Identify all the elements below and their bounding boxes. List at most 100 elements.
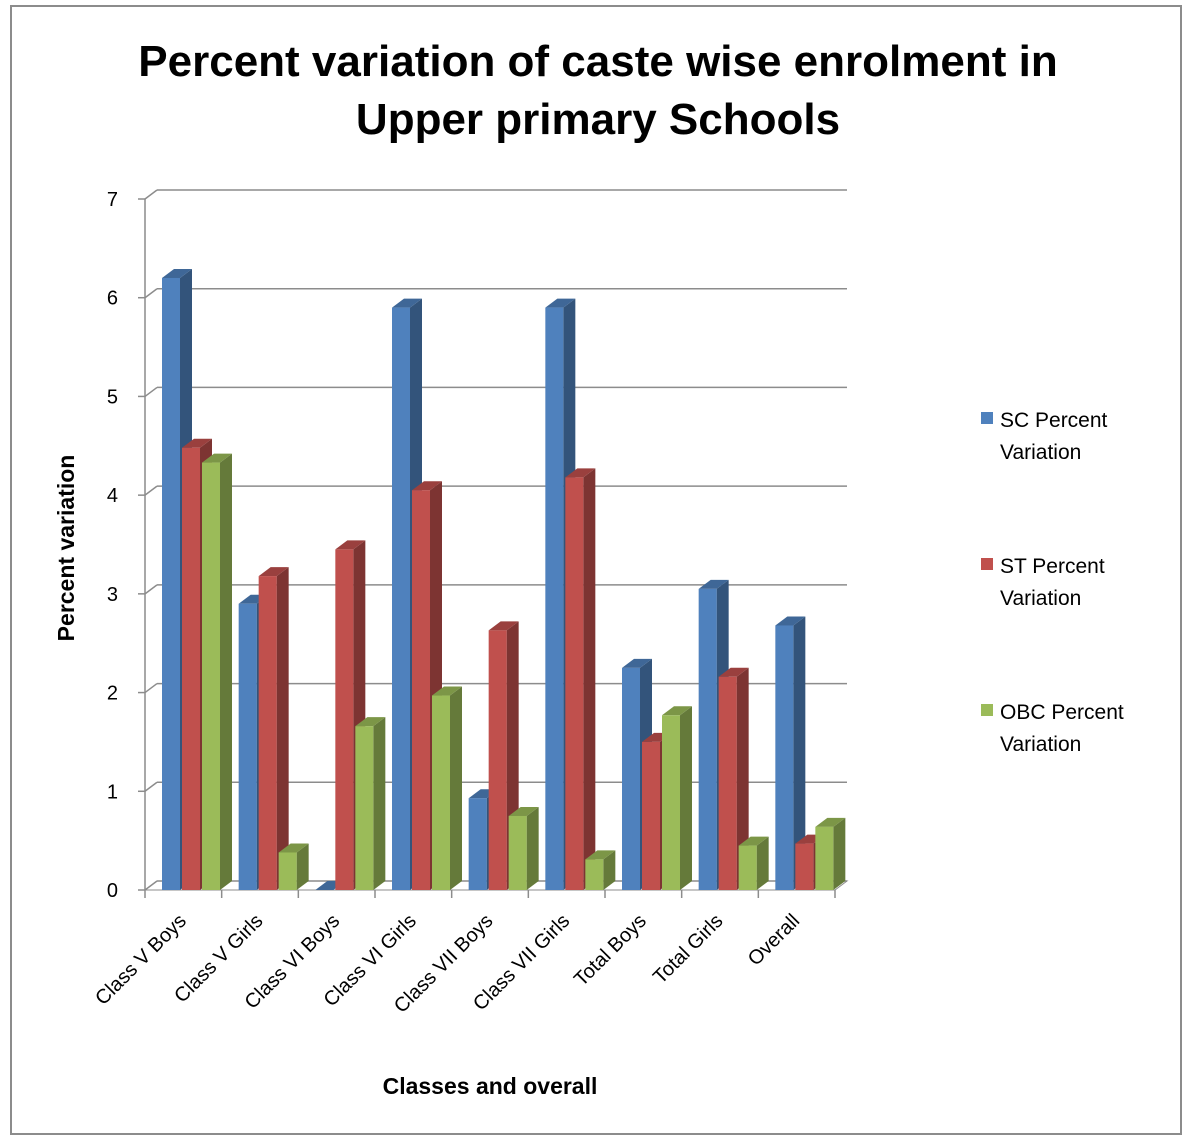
y-tick-label: 7: [107, 189, 118, 211]
bars: [162, 268, 846, 891]
bar-front: [795, 843, 814, 890]
bar-front: [815, 826, 834, 890]
bar-top: [202, 453, 232, 463]
bar-top: [355, 717, 386, 727]
bar-top: [738, 836, 769, 846]
legend-swatch: [981, 704, 993, 716]
bar: [355, 717, 386, 890]
bar-front: [412, 490, 430, 890]
bar-top: [585, 850, 616, 860]
legend-label: OBC Percent: [1000, 701, 1124, 724]
bar-side: [680, 706, 692, 890]
bar-front: [468, 798, 487, 890]
chart-title: Percent variation of caste wise enrolmen…: [138, 37, 1057, 144]
bar-top: [545, 298, 576, 308]
bar-front: [238, 603, 257, 890]
bar-side: [736, 667, 749, 890]
gridline-slant: [144, 386, 158, 398]
bar-front: [488, 630, 507, 890]
bar: [718, 667, 749, 890]
x-tick-label: Total Boys: [570, 910, 651, 991]
bar-top: [162, 268, 192, 278]
bar-top: [335, 540, 366, 550]
bar-top: [718, 667, 749, 677]
bar-front: [162, 277, 180, 890]
legend-item: ST Percent Variation: [981, 555, 1105, 610]
bar-side: [276, 567, 289, 890]
bar: [585, 850, 616, 890]
bar: [662, 706, 692, 890]
y-tick-label: 1: [107, 781, 118, 803]
gridline-slant: [144, 485, 158, 496]
bar: [565, 468, 596, 890]
bar-front: [718, 676, 737, 890]
legend-swatch: [981, 412, 993, 424]
chart-title-line-1: Percent variation of caste wise enrolmen…: [138, 37, 1057, 86]
bar-side: [373, 717, 386, 890]
bar-side: [450, 686, 462, 890]
y-axis-title: Percent variation: [53, 455, 79, 642]
bar-front: [335, 549, 354, 890]
y-tick-label: 4: [107, 485, 118, 507]
bar-side: [793, 616, 806, 890]
bar-side: [220, 453, 232, 890]
bar-side: [526, 806, 539, 890]
legend-item: OBC Percent Variation: [981, 701, 1124, 756]
bar-front: [585, 859, 604, 890]
chart-title-line-2: Upper primary Schools: [356, 95, 840, 144]
gridline-slant: [144, 781, 158, 792]
legend-swatch: [981, 558, 993, 570]
bar-front: [355, 726, 374, 890]
gridline-slant: [144, 288, 158, 299]
bar-front: [432, 695, 450, 890]
bar-top: [622, 658, 652, 668]
gridline-slant: [144, 189, 158, 200]
bar-top: [508, 806, 539, 816]
bar-top: [565, 468, 596, 478]
y-tick-label: 5: [107, 386, 118, 408]
legend-label: Variation: [1000, 733, 1081, 756]
x-tick-label: Total Girls: [649, 910, 727, 988]
y-tick-label: 0: [107, 880, 118, 902]
bar-top: [432, 686, 462, 696]
bar-top: [698, 579, 729, 589]
bar-front: [392, 307, 410, 891]
bar: [815, 817, 846, 890]
y-tick-label: 2: [107, 683, 118, 705]
bar: [775, 616, 806, 890]
bar-top: [392, 298, 422, 308]
bar: [432, 686, 462, 890]
bar-front: [622, 667, 640, 890]
legend-label: SC Percent: [1000, 409, 1108, 432]
bar-front: [202, 462, 220, 890]
bar-top: [775, 616, 806, 626]
bar-front: [662, 715, 680, 890]
bar: [258, 567, 289, 890]
bar-front: [698, 588, 717, 890]
bar-side: [833, 817, 846, 890]
bar: [508, 806, 539, 890]
bar-top: [815, 817, 846, 827]
bar: [278, 843, 309, 890]
legend-label: Variation: [1000, 441, 1081, 464]
x-tick-label: Overall: [744, 910, 804, 970]
bar-top: [258, 567, 289, 577]
x-axis-title: Classes and overall: [383, 1073, 598, 1099]
bar-front: [182, 447, 200, 890]
y-axis: 0 1 2 3 4 5 6 7: [107, 189, 145, 902]
bar-front: [258, 576, 277, 890]
bar-top: [412, 481, 442, 491]
legend-label: Variation: [1000, 587, 1081, 610]
bar-front: [508, 815, 527, 890]
gridline-slant: [144, 682, 158, 694]
bar-front: [775, 625, 794, 890]
legend-item: SC Percent Variation: [981, 409, 1108, 464]
bar-side: [603, 850, 616, 890]
bar-front: [738, 845, 757, 890]
y-tick-label: 6: [107, 288, 118, 310]
bar-top: [278, 843, 309, 853]
bar-side: [756, 836, 769, 890]
